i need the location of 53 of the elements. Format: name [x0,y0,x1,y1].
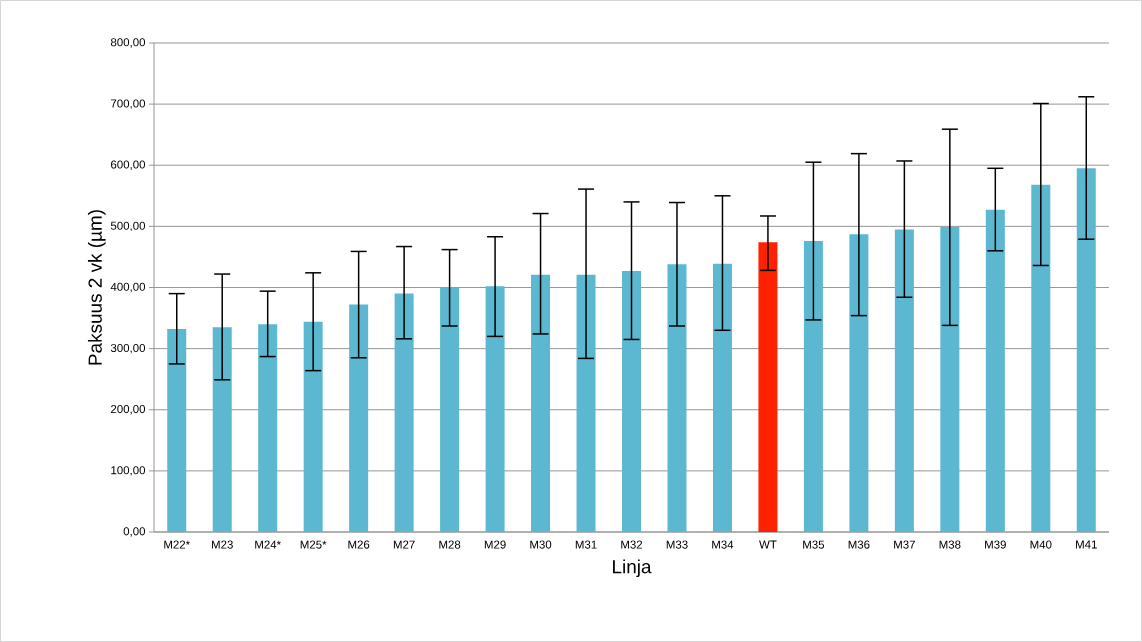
bar [758,242,778,532]
x-axis-title: Linja [613,559,652,578]
y-tick-label: 600,00 [111,160,146,170]
x-tick-label: M25* [300,540,327,549]
bar [803,241,823,532]
bar [667,264,687,532]
y-tick-label: 700,00 [111,99,146,109]
y-tick-label: 200,00 [111,405,146,415]
bar [212,327,232,532]
y-tick-label: 300,00 [110,343,146,354]
x-tick-label: M24* [255,540,281,549]
y-tick-label: 0,00 [123,527,146,537]
bar [849,234,869,532]
bar [1031,184,1051,532]
bar [1076,168,1096,532]
x-tick-label: M35 [803,540,825,549]
x-tick-label: M22* [164,540,190,549]
x-tick-label: M31 [575,540,597,549]
x-tick-label: M36 [848,540,870,549]
x-tick-label: M28 [439,540,461,549]
y-tick-label: 800,00 [110,38,146,48]
y-axis-title: Paksuus 2 vk (µm) [87,210,106,365]
x-tick-label: M38 [939,540,961,549]
x-tick-label: M23 [212,540,233,549]
bar [394,293,414,532]
x-tick-label: M41 [1076,540,1097,549]
bar [303,321,323,532]
x-tick-label: M33 [666,540,688,549]
bar [576,274,596,532]
y-tick-label: 100,00 [111,466,146,476]
bar [440,287,460,532]
x-tick-label: M26 [348,540,370,549]
bar [349,304,369,532]
y-tick-label: 500,00 [110,221,146,232]
bar [167,329,187,532]
x-tick-label: M29 [484,540,506,549]
bar [940,226,960,532]
x-tick-label: M40 [1030,540,1052,549]
x-tick-label: WT [759,540,777,549]
x-tick-label: M39 [985,540,1006,549]
bar [712,263,732,532]
x-tick-label: M34 [712,540,734,549]
bar [894,229,914,532]
bar [622,270,642,532]
x-tick-label: M30 [530,540,552,549]
bar [531,274,551,532]
bar [258,324,278,532]
bar [485,286,505,532]
bar [985,209,1005,532]
y-tick-label: 400,00 [110,282,146,293]
x-tick-label: M32 [621,540,643,549]
x-tick-label: M27 [393,540,415,549]
x-tick-label: M37 [894,540,915,549]
